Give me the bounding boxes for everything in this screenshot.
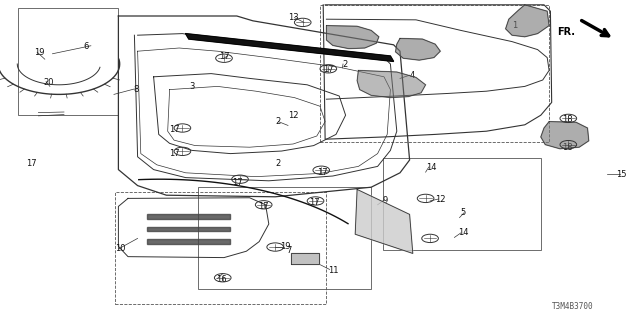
Polygon shape <box>147 239 230 244</box>
Polygon shape <box>506 5 549 37</box>
Text: 17: 17 <box>317 168 328 177</box>
Polygon shape <box>291 253 319 264</box>
Bar <box>115 192 326 304</box>
Text: 19: 19 <box>280 242 291 251</box>
Text: 9: 9 <box>383 196 388 204</box>
Text: 16: 16 <box>216 275 227 284</box>
Text: 5: 5 <box>461 208 466 217</box>
Text: 2: 2 <box>275 117 280 126</box>
Polygon shape <box>326 26 379 49</box>
Text: 12: 12 <box>288 111 298 120</box>
Text: 8: 8 <box>133 85 138 94</box>
Text: 4: 4 <box>410 71 415 80</box>
Text: 17: 17 <box>323 65 334 74</box>
Text: 2: 2 <box>342 60 348 68</box>
Text: 20: 20 <box>44 78 54 87</box>
Text: 14: 14 <box>458 228 468 237</box>
Text: 10: 10 <box>115 244 125 253</box>
Text: 17: 17 <box>219 52 230 60</box>
Text: 1: 1 <box>512 21 517 30</box>
Text: 13: 13 <box>288 13 299 22</box>
Text: 17: 17 <box>258 202 269 211</box>
Bar <box>383 158 541 250</box>
Bar <box>18 8 118 115</box>
Polygon shape <box>357 70 426 98</box>
Text: 17: 17 <box>232 178 243 187</box>
Bar <box>198 187 371 289</box>
Text: 18: 18 <box>562 143 573 152</box>
Polygon shape <box>147 227 230 231</box>
Text: 17: 17 <box>309 198 320 207</box>
Text: 15: 15 <box>616 170 627 179</box>
Text: 11: 11 <box>328 266 339 275</box>
Polygon shape <box>186 34 394 61</box>
Bar <box>320 5 549 142</box>
Text: 6: 6 <box>83 42 88 51</box>
Polygon shape <box>355 189 413 253</box>
Text: 12: 12 <box>435 195 445 204</box>
Text: 14: 14 <box>426 163 436 172</box>
Polygon shape <box>147 214 230 219</box>
Polygon shape <box>541 122 589 149</box>
Text: 17: 17 <box>26 159 36 168</box>
Text: FR.: FR. <box>557 27 575 37</box>
Text: 2: 2 <box>275 159 280 168</box>
Text: T3M4B3700: T3M4B3700 <box>552 302 594 311</box>
Text: 17: 17 <box>169 149 180 158</box>
Text: 7: 7 <box>286 246 291 255</box>
Text: 19: 19 <box>34 48 44 57</box>
Text: 3: 3 <box>189 82 194 91</box>
Text: 17: 17 <box>169 125 180 134</box>
Text: 18: 18 <box>562 115 573 124</box>
Polygon shape <box>396 38 440 60</box>
